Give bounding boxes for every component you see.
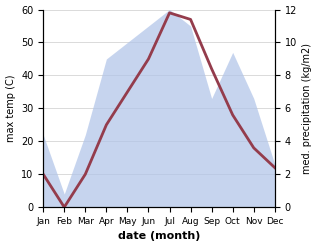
X-axis label: date (month): date (month) xyxy=(118,231,200,242)
Y-axis label: max temp (C): max temp (C) xyxy=(5,75,16,142)
Y-axis label: med. precipitation (kg/m2): med. precipitation (kg/m2) xyxy=(302,43,313,174)
